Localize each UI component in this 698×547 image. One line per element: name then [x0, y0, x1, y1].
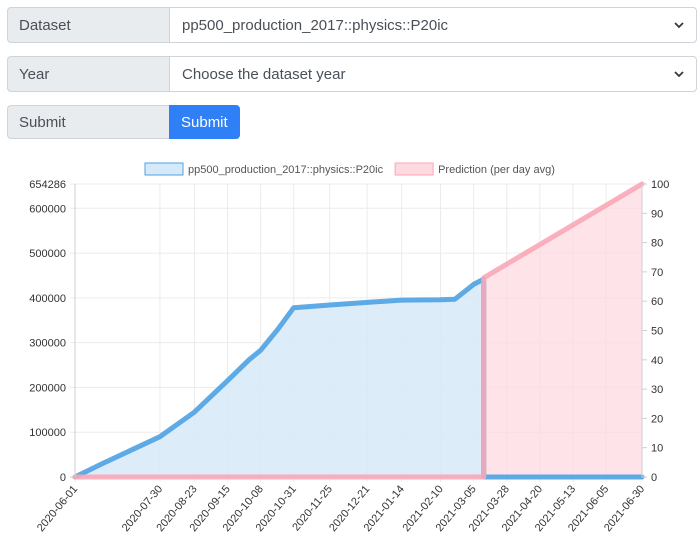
- series-area: [75, 279, 642, 477]
- dataset-progress-chart: 0 100000 200000 300000 400000 500000 600000 654…: [29, 162, 669, 534]
- submit-button[interactable]: Submit: [169, 105, 240, 139]
- y-right-tick-label: 60: [651, 296, 663, 308]
- y-left-tick-label: 600000: [29, 203, 66, 215]
- chart-legend[interactable]: pp500_production_2017::physics::P20ic Pre…: [144, 162, 555, 176]
- y-left-tick-label: 500000: [29, 248, 66, 260]
- y-left-tick-label: 0: [60, 472, 66, 484]
- year-selected-value: Choose the dataset year: [182, 65, 346, 83]
- y-right-tick-label: 30: [651, 384, 663, 396]
- y-right-tick-label: 70: [651, 267, 663, 279]
- y-right-tick-label: 10: [651, 443, 663, 455]
- y-right-tick-label: 100: [651, 179, 669, 191]
- year-select[interactable]: Choose the dataset year: [169, 56, 697, 92]
- x-tick-label: 2020-06-01: [35, 483, 80, 534]
- y-right-tick-label: 80: [651, 238, 663, 250]
- dataset-row: Dataset pp500_production_2017::physics::…: [7, 7, 697, 43]
- series-line: [72, 276, 645, 480]
- y-right-tick-label: 0: [651, 472, 657, 484]
- dataset-label: Dataset: [7, 7, 169, 43]
- chart-areas: [75, 184, 642, 477]
- y-left-tick-label: 100000: [29, 427, 66, 439]
- y-left-tick-label: 300000: [29, 338, 66, 350]
- legend-swatch: [144, 162, 184, 176]
- year-label: Year: [7, 56, 169, 92]
- y-left-tick-label: 400000: [29, 293, 66, 305]
- y-left-tick-label: 200000: [29, 382, 66, 394]
- dataset-select[interactable]: pp500_production_2017::physics::P20ic: [169, 7, 697, 43]
- legend-item-label: Prediction (per day avg): [438, 164, 555, 176]
- chevron-down-icon: [674, 71, 684, 78]
- y-left-tick-label: 654286: [29, 179, 66, 191]
- year-row: Year Choose the dataset year: [7, 56, 697, 92]
- series-area: [75, 184, 642, 477]
- y-right-tick-label: 50: [651, 326, 663, 338]
- chart-lines: [72, 181, 645, 480]
- dataset-selected-value: pp500_production_2017::physics::P20ic: [182, 16, 449, 34]
- y-right-tick-label: 20: [651, 413, 663, 425]
- legend-swatch: [394, 162, 434, 176]
- legend-item-label: pp500_production_2017::physics::P20ic: [188, 164, 384, 176]
- submit-row: Submit Submit: [7, 105, 240, 139]
- y-right-tick-label: 90: [651, 208, 663, 220]
- submit-label: Submit: [7, 105, 169, 139]
- chevron-down-icon: [674, 22, 684, 29]
- series-line: [72, 181, 645, 480]
- y-right-tick-label: 40: [651, 355, 663, 367]
